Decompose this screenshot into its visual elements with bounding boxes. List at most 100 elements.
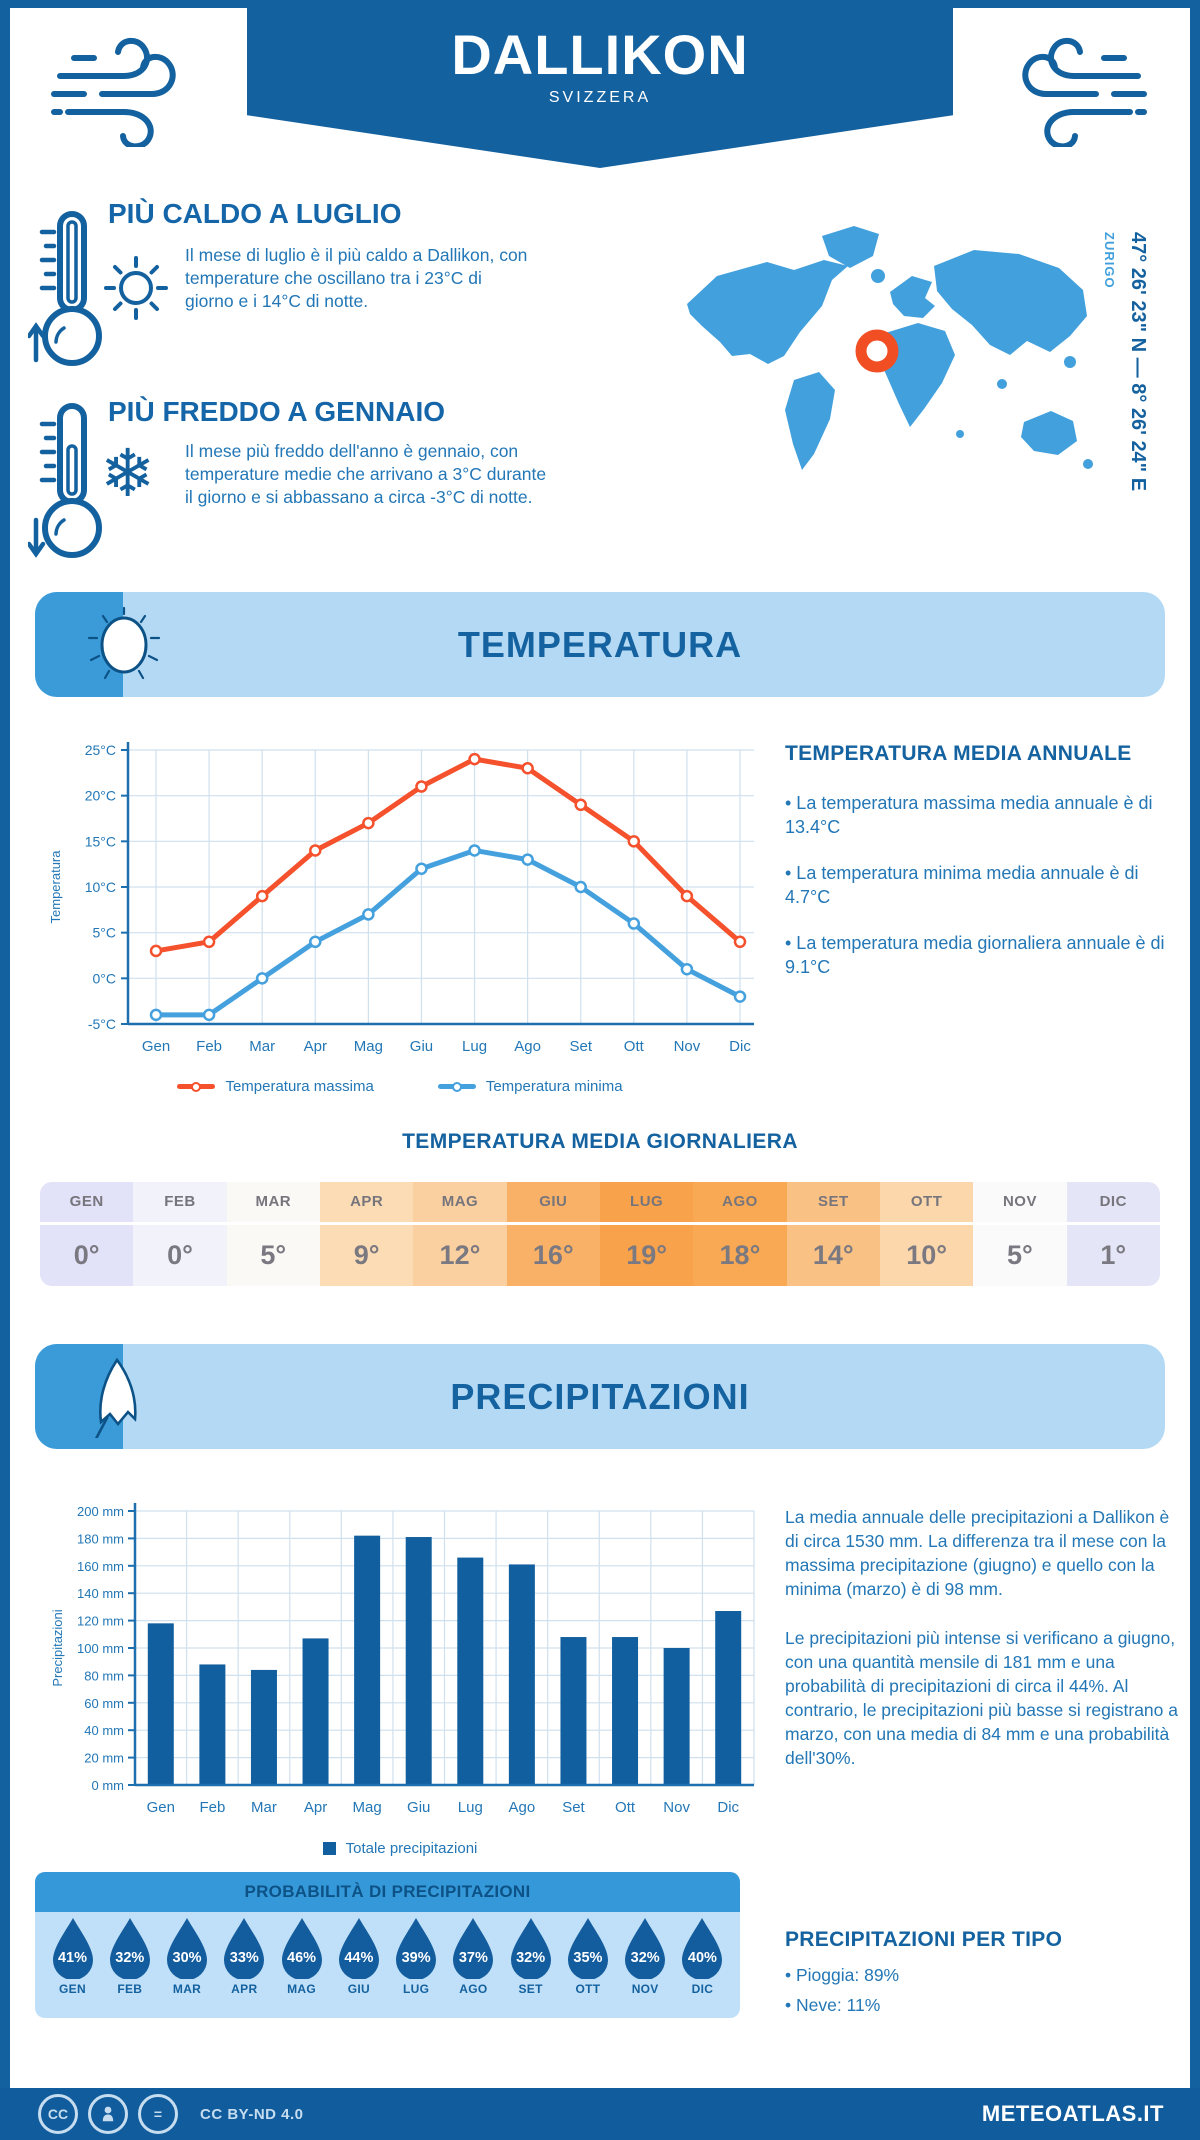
wind-icon xyxy=(1022,38,1147,147)
probability-drop: 46% MAG xyxy=(274,1917,329,1996)
temp-table-month: NOV xyxy=(1002,1193,1037,1210)
probability-drop: 39% LUG xyxy=(389,1917,444,1996)
legend-square-icon xyxy=(322,1842,336,1855)
temp-table-value: 0° xyxy=(167,1240,193,1270)
probability-month: SET xyxy=(518,1982,543,1996)
probability-drop: 30% MAR xyxy=(160,1917,215,1996)
temp-table-column: SET 14° xyxy=(786,1182,880,1286)
svg-text:25°C: 25°C xyxy=(85,742,116,758)
probability-value: 44% xyxy=(344,1950,374,1966)
svg-text:80 mm: 80 mm xyxy=(84,1668,124,1683)
probability-value: 35% xyxy=(573,1950,603,1966)
probability-month: MAR xyxy=(172,1982,202,1996)
page-border-right xyxy=(1190,0,1200,2140)
svg-text:Mag: Mag xyxy=(353,1799,382,1816)
temp-table-column: LUG 19° xyxy=(599,1182,694,1286)
probability-month: LUG xyxy=(402,1982,430,1996)
temp-table-column: NOV 5° xyxy=(973,1182,1067,1286)
water-drop-icon xyxy=(396,1918,437,1979)
probability-value: 30% xyxy=(172,1950,202,1966)
snowflake-icon: ❄ xyxy=(100,436,156,510)
legend-line-max-icon xyxy=(177,1081,216,1092)
license-label: CC BY-ND 4.0 xyxy=(200,2105,304,2123)
svg-text:Giu: Giu xyxy=(407,1799,430,1816)
no-derivatives-icon: = xyxy=(138,2094,178,2134)
footer: CC = CC BY-ND 4.0 METEOATLAS.IT xyxy=(0,2088,1200,2140)
svg-text:-5°C: -5°C xyxy=(88,1016,116,1032)
legend-dot-icon xyxy=(191,1081,202,1092)
svg-text:Ago: Ago xyxy=(509,1799,536,1816)
probability-month: GEN xyxy=(59,1982,86,1996)
precipitation-bar-chart: 0 mm 20 mm 40 mm 60 mm 80 mm 100 mm 120 mm 140 … xyxy=(50,1503,755,1816)
svg-text:Apr: Apr xyxy=(304,1799,327,1816)
probability-drop: 35% OTT xyxy=(560,1917,615,1996)
svg-text:Gen: Gen xyxy=(147,1799,175,1816)
temperature-section-banner: TEMPERATURA xyxy=(35,592,1165,697)
divider xyxy=(879,1222,974,1225)
probability-drop: 37% AGO xyxy=(446,1917,501,1996)
daily-temperature-heading: TEMPERATURA MEDIA GIORNALIERA xyxy=(402,1130,798,1153)
precipitation-paragraph: Le precipitazioni più intense si verific… xyxy=(785,1627,1178,1769)
temperature-section-title: TEMPERATURA xyxy=(457,624,743,665)
svg-text:Ott: Ott xyxy=(615,1799,636,1816)
svg-text:Mar: Mar xyxy=(251,1799,277,1816)
annual-bullet: • La temperatura massima media annuale è… xyxy=(785,793,1153,837)
legend-line-min-icon xyxy=(437,1081,476,1092)
divider xyxy=(693,1222,787,1225)
probability-value: 33% xyxy=(229,1950,259,1966)
temp-table-month: LUG xyxy=(630,1193,664,1210)
svg-text:Temperatura: Temperatura xyxy=(48,850,63,924)
temp-table-value: 9° xyxy=(353,1240,380,1270)
probability-month: DIC xyxy=(691,1982,714,1996)
temp-table-column: GEN 0° xyxy=(40,1182,134,1286)
temp-table-value: 5° xyxy=(260,1240,287,1270)
divider xyxy=(786,1222,880,1225)
coordinates-label: 47° 26' 23" N — 8° 26' 24" E xyxy=(1127,232,1149,492)
legend-label-total: Totale precipitazioni xyxy=(345,1840,478,1857)
probability-month: AGO xyxy=(459,1982,488,1996)
probability-value: 32% xyxy=(630,1950,660,1966)
temp-table-column: DIC 1° xyxy=(1066,1182,1160,1286)
attribution-person-icon xyxy=(88,2094,128,2134)
temp-table-value: 5° xyxy=(1007,1240,1033,1270)
sun-banner-icon xyxy=(87,606,161,680)
probability-value: 32% xyxy=(115,1950,145,1966)
temp-table-value: 12° xyxy=(439,1240,481,1270)
precipitation-section-title: PRECIPITAZIONI xyxy=(450,1376,750,1417)
svg-text:Nov: Nov xyxy=(663,1799,690,1816)
temp-table-column: OTT 10° xyxy=(879,1182,974,1286)
svg-text:180 mm: 180 mm xyxy=(77,1531,124,1546)
probability-month: NOV xyxy=(631,1982,659,1996)
precipitation-section-banner: PRECIPITAZIONI xyxy=(35,1344,1165,1449)
legend-item-max: Temperatura massima xyxy=(177,1078,374,1095)
svg-text:Feb: Feb xyxy=(199,1799,225,1816)
water-drop-icon xyxy=(682,1918,723,1979)
svg-text:Set: Set xyxy=(569,1038,592,1055)
svg-text:Nov: Nov xyxy=(674,1038,701,1055)
water-drop-icon xyxy=(224,1918,265,1979)
page-border-left xyxy=(0,0,10,2140)
cold-text: Il mese più freddo dell'anno è gennaio, … xyxy=(185,441,547,508)
legend-item-min: Temperatura minima xyxy=(437,1078,623,1095)
temp-table-value: 16° xyxy=(532,1240,574,1270)
probability-month: OTT xyxy=(575,1982,601,1996)
svg-text:Apr: Apr xyxy=(304,1038,327,1055)
annual-temperature-heading: TEMPERATURA MEDIA ANNUALE xyxy=(785,742,1132,765)
temp-table-month: DIC xyxy=(1099,1193,1127,1210)
probability-heading: PROBABILITÀ DI PRECIPITAZIONI xyxy=(35,1872,740,1912)
svg-text:Mag: Mag xyxy=(354,1038,383,1055)
svg-text:20°C: 20°C xyxy=(85,788,116,804)
svg-text:Gen: Gen xyxy=(142,1038,170,1055)
temp-table-column: FEB 0° xyxy=(133,1182,227,1286)
probability-drop: 40% DIC xyxy=(675,1917,730,1996)
probability-value: 39% xyxy=(401,1950,431,1966)
svg-text:Dic: Dic xyxy=(729,1038,751,1055)
temp-table-month: GEN xyxy=(69,1193,104,1210)
location-marker xyxy=(855,329,899,373)
probability-value: 40% xyxy=(687,1950,717,1966)
svg-text:Giu: Giu xyxy=(410,1038,433,1055)
divider xyxy=(413,1222,507,1225)
monthly-temperature-table: GEN 0° FEB 0° MAR 5° APR 9° MAG 12° GIU 16° LUG 19° AG… xyxy=(40,1182,1160,1286)
divider xyxy=(1066,1222,1160,1225)
svg-text:15°C: 15°C xyxy=(85,833,116,849)
